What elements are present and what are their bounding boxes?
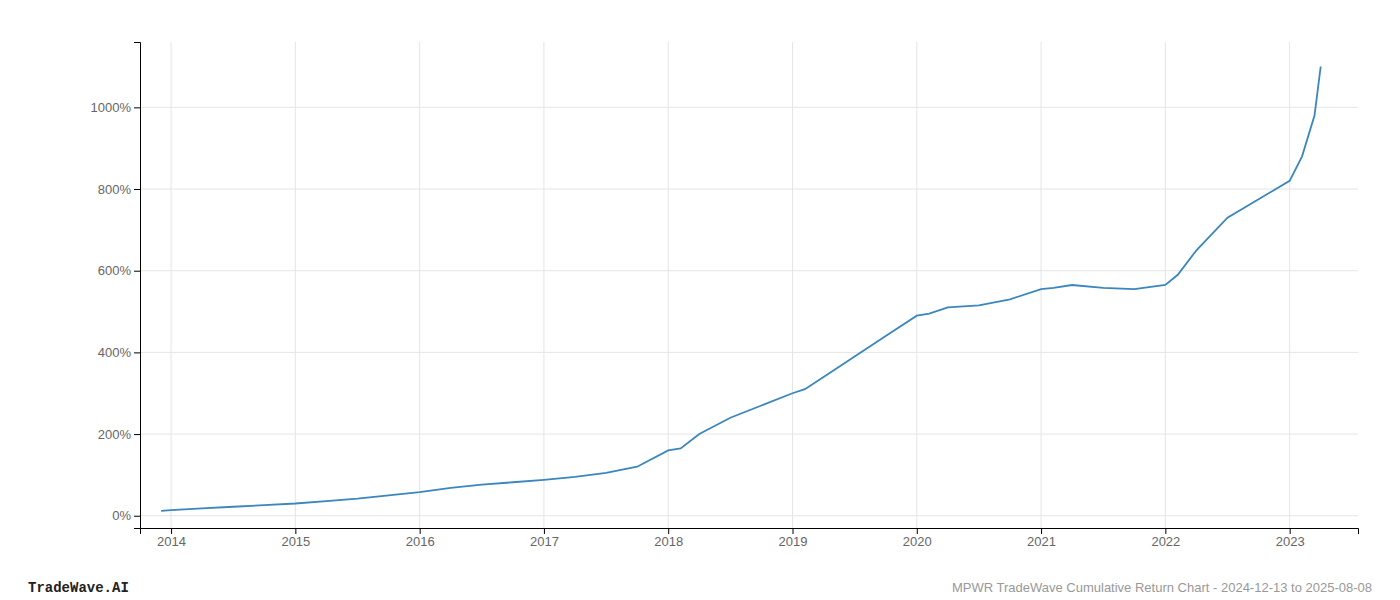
y-grid-line — [140, 515, 1358, 516]
x-tick: 2016 — [406, 528, 435, 549]
grid — [140, 42, 1358, 528]
x-grid-line — [1041, 42, 1042, 528]
x-tick-mark — [295, 528, 296, 534]
y-tick: 400% — [98, 345, 140, 360]
x-grid-line — [295, 42, 296, 528]
footer-right: MPWR TradeWave Cumulative Return Chart -… — [952, 580, 1372, 595]
y-grid-line — [140, 352, 1358, 353]
x-tick-mark — [1290, 528, 1291, 534]
x-tick-mark — [793, 528, 794, 534]
x-tick: 2019 — [779, 528, 808, 549]
x-grid-line — [916, 42, 917, 528]
x-tick-mark — [917, 528, 918, 534]
y-tick-label: 400% — [98, 345, 132, 360]
x-tick: 2017 — [530, 528, 559, 549]
y-tick: 200% — [98, 427, 140, 442]
y-tick-label: 0% — [112, 508, 131, 523]
x-tick: 2018 — [654, 528, 683, 549]
y-tick: 1000% — [91, 100, 140, 115]
x-axis: 2014 2015 2016 2017 2018 2019 2020 2021 2022 2023 — [141, 528, 1359, 549]
plot-area: 2014 2015 2016 2017 2018 2019 2020 2021 2022 2023… — [91, 42, 1359, 549]
x-grid-line — [1289, 42, 1290, 528]
x-tick: 2015 — [281, 528, 310, 549]
y-tick-mark — [134, 516, 140, 517]
y-axis-line — [134, 43, 141, 529]
footer-left: TradeWave.AI — [28, 580, 129, 596]
x-tick: 2014 — [157, 528, 186, 549]
x-tick-label: 2014 — [157, 534, 186, 549]
y-grid-line — [140, 107, 1358, 108]
y-tick-mark — [134, 189, 140, 190]
x-grid-line — [668, 42, 669, 528]
x-tick-mark — [668, 528, 669, 534]
y-grid-line — [140, 270, 1358, 271]
y-tick-mark — [134, 434, 140, 435]
y-grid-line — [140, 189, 1358, 190]
x-tick-mark — [171, 528, 172, 534]
y-tick-mark — [134, 107, 140, 108]
x-tick: 2023 — [1276, 528, 1305, 549]
line — [161, 67, 1321, 511]
x-grid-line — [792, 42, 793, 528]
x-tick: 2020 — [903, 528, 932, 549]
y-tick-label: 600% — [98, 263, 132, 278]
x-tick-mark — [1165, 528, 1166, 534]
x-grid-line — [419, 42, 420, 528]
x-grid-line — [543, 42, 544, 528]
y-tick-mark — [134, 271, 140, 272]
x-tick-label: 2019 — [779, 534, 808, 549]
x-tick: 2021 — [1027, 528, 1056, 549]
x-grid-line — [171, 42, 172, 528]
chart: 2014 2015 2016 2017 2018 2019 2020 2021 2022 2023… — [0, 0, 1400, 600]
x-tick-label: 2016 — [406, 534, 435, 549]
y-tick-label: 800% — [98, 182, 132, 197]
y-axis: 0% 200% 400% 600% 800% 1000% — [91, 43, 141, 529]
x-tick-label: 2017 — [530, 534, 559, 549]
marks — [161, 67, 1321, 511]
x-tick-label: 2022 — [1151, 534, 1180, 549]
y-tick: 600% — [98, 263, 140, 278]
x-tick-label: 2023 — [1276, 534, 1305, 549]
x-tick: 2022 — [1151, 528, 1180, 549]
y-tick: 0% — [112, 508, 140, 523]
x-tick-mark — [420, 528, 421, 534]
y-tick: 800% — [98, 182, 140, 197]
x-tick-label: 2020 — [903, 534, 932, 549]
x-tick-label: 2021 — [1027, 534, 1056, 549]
x-tick-mark — [544, 528, 545, 534]
x-axis-line — [141, 529, 1359, 535]
y-tick-label: 1000% — [91, 100, 132, 115]
x-tick-label: 2015 — [281, 534, 310, 549]
y-tick-mark — [134, 352, 140, 353]
y-grid-line — [140, 434, 1358, 435]
x-tick-label: 2018 — [654, 534, 683, 549]
y-tick-label: 200% — [98, 427, 132, 442]
x-tick-mark — [1041, 528, 1042, 534]
